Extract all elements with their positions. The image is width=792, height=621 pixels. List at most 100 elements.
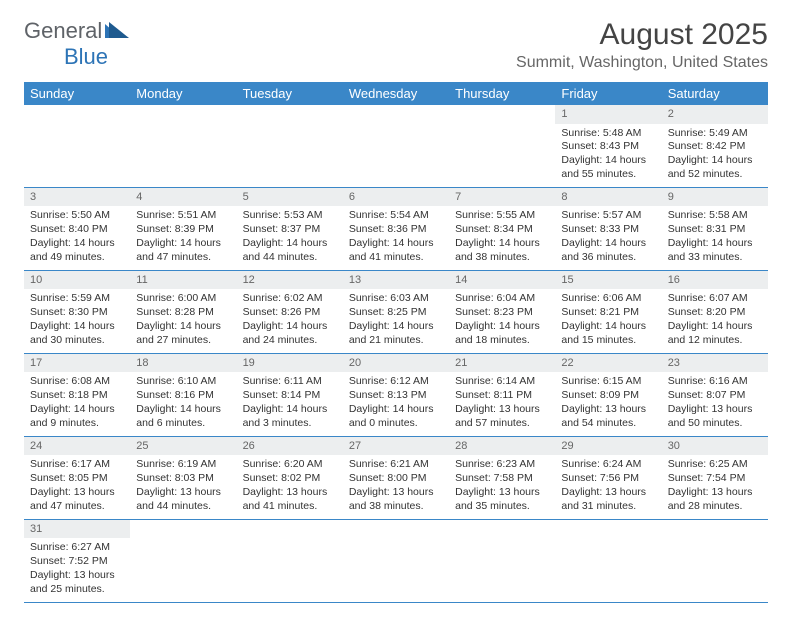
sunrise-text: Sunrise: 6:14 AM (455, 375, 549, 389)
daynum-row: 12 (24, 105, 768, 124)
day-number: 10 (24, 270, 130, 289)
day-number: 29 (555, 436, 661, 455)
daylight-line2: and 25 minutes. (30, 583, 124, 597)
day-number: 27 (343, 436, 449, 455)
day-number: 13 (343, 270, 449, 289)
week-row: Sunrise: 5:48 AMSunset: 8:43 PMDaylight:… (24, 124, 768, 188)
daynum-row: 17181920212223 (24, 353, 768, 372)
sunrise-text: Sunrise: 5:57 AM (561, 209, 655, 223)
day-number: 7 (449, 187, 555, 206)
flag-icon (103, 22, 131, 40)
day-number (662, 519, 768, 538)
day-cell: Sunrise: 6:11 AMSunset: 8:14 PMDaylight:… (237, 372, 343, 436)
sunset-text: Sunset: 7:54 PM (668, 472, 762, 486)
day-number: 20 (343, 353, 449, 372)
day-cell: Sunrise: 5:53 AMSunset: 8:37 PMDaylight:… (237, 206, 343, 270)
daylight-line1: Daylight: 14 hours (455, 320, 549, 334)
day-cell: Sunrise: 5:49 AMSunset: 8:42 PMDaylight:… (662, 124, 768, 188)
week-row: Sunrise: 6:27 AMSunset: 7:52 PMDaylight:… (24, 538, 768, 602)
day-cell (449, 538, 555, 602)
week-row: Sunrise: 6:17 AMSunset: 8:05 PMDaylight:… (24, 455, 768, 519)
week-row: Sunrise: 5:59 AMSunset: 8:30 PMDaylight:… (24, 289, 768, 353)
sunset-text: Sunset: 8:13 PM (349, 389, 443, 403)
week-row: Sunrise: 6:08 AMSunset: 8:18 PMDaylight:… (24, 372, 768, 436)
sunset-text: Sunset: 8:28 PM (136, 306, 230, 320)
daylight-line2: and 24 minutes. (243, 334, 337, 348)
day-number (449, 105, 555, 124)
sunset-text: Sunset: 8:31 PM (668, 223, 762, 237)
sunset-text: Sunset: 8:25 PM (349, 306, 443, 320)
daylight-line1: Daylight: 14 hours (349, 403, 443, 417)
day-cell: Sunrise: 6:14 AMSunset: 8:11 PMDaylight:… (449, 372, 555, 436)
sunset-text: Sunset: 8:33 PM (561, 223, 655, 237)
day-cell: Sunrise: 6:21 AMSunset: 8:00 PMDaylight:… (343, 455, 449, 519)
daylight-line2: and 41 minutes. (243, 500, 337, 514)
day-number: 6 (343, 187, 449, 206)
daylight-line2: and 49 minutes. (30, 251, 124, 265)
day-number: 19 (237, 353, 343, 372)
daynum-row: 10111213141516 (24, 270, 768, 289)
daylight-line1: Daylight: 13 hours (668, 486, 762, 500)
sunrise-text: Sunrise: 6:19 AM (136, 458, 230, 472)
sunset-text: Sunset: 8:39 PM (136, 223, 230, 237)
sunrise-text: Sunrise: 6:06 AM (561, 292, 655, 306)
day-cell: Sunrise: 6:10 AMSunset: 8:16 PMDaylight:… (130, 372, 236, 436)
topbar: GeneralBlue August 2025 Summit, Washingt… (24, 18, 768, 72)
day-cell: Sunrise: 5:55 AMSunset: 8:34 PMDaylight:… (449, 206, 555, 270)
day-cell: Sunrise: 6:23 AMSunset: 7:58 PMDaylight:… (449, 455, 555, 519)
day-number (237, 105, 343, 124)
day-cell: Sunrise: 6:27 AMSunset: 7:52 PMDaylight:… (24, 538, 130, 602)
daylight-line2: and 28 minutes. (668, 500, 762, 514)
day-cell: Sunrise: 6:06 AMSunset: 8:21 PMDaylight:… (555, 289, 661, 353)
day-number: 9 (662, 187, 768, 206)
day-cell: Sunrise: 5:58 AMSunset: 8:31 PMDaylight:… (662, 206, 768, 270)
day-number: 16 (662, 270, 768, 289)
sunrise-text: Sunrise: 6:03 AM (349, 292, 443, 306)
day-number: 23 (662, 353, 768, 372)
day-number: 21 (449, 353, 555, 372)
day-cell (343, 538, 449, 602)
day-cell: Sunrise: 6:04 AMSunset: 8:23 PMDaylight:… (449, 289, 555, 353)
sunrise-text: Sunrise: 5:48 AM (561, 127, 655, 141)
sunset-text: Sunset: 8:42 PM (668, 140, 762, 154)
day-cell (237, 538, 343, 602)
sunrise-text: Sunrise: 6:15 AM (561, 375, 655, 389)
daylight-line2: and 38 minutes. (455, 251, 549, 265)
day-cell: Sunrise: 6:02 AMSunset: 8:26 PMDaylight:… (237, 289, 343, 353)
day-cell: Sunrise: 6:16 AMSunset: 8:07 PMDaylight:… (662, 372, 768, 436)
daylight-line2: and 6 minutes. (136, 417, 230, 431)
day-number (343, 519, 449, 538)
day-cell: Sunrise: 5:50 AMSunset: 8:40 PMDaylight:… (24, 206, 130, 270)
sunrise-text: Sunrise: 5:50 AM (30, 209, 124, 223)
sunrise-text: Sunrise: 6:17 AM (30, 458, 124, 472)
sunrise-text: Sunrise: 6:07 AM (668, 292, 762, 306)
daylight-line1: Daylight: 13 hours (30, 486, 124, 500)
day-number (130, 519, 236, 538)
sunset-text: Sunset: 8:14 PM (243, 389, 337, 403)
daylight-line1: Daylight: 14 hours (30, 403, 124, 417)
daylight-line1: Daylight: 13 hours (561, 403, 655, 417)
daylight-line1: Daylight: 14 hours (561, 154, 655, 168)
daylight-line1: Daylight: 14 hours (30, 237, 124, 251)
daylight-line2: and 47 minutes. (136, 251, 230, 265)
col-wednesday: Wednesday (343, 82, 449, 105)
day-cell: Sunrise: 6:12 AMSunset: 8:13 PMDaylight:… (343, 372, 449, 436)
sunrise-text: Sunrise: 6:04 AM (455, 292, 549, 306)
daylight-line1: Daylight: 14 hours (455, 237, 549, 251)
day-cell: Sunrise: 6:25 AMSunset: 7:54 PMDaylight:… (662, 455, 768, 519)
page: GeneralBlue August 2025 Summit, Washingt… (0, 0, 792, 621)
day-number: 8 (555, 187, 661, 206)
sunrise-text: Sunrise: 6:20 AM (243, 458, 337, 472)
day-number (343, 105, 449, 124)
day-number: 17 (24, 353, 130, 372)
daylight-line2: and 3 minutes. (243, 417, 337, 431)
sunset-text: Sunset: 8:05 PM (30, 472, 124, 486)
logo: GeneralBlue (24, 18, 132, 70)
day-number: 1 (555, 105, 661, 124)
sunrise-text: Sunrise: 6:27 AM (30, 541, 124, 555)
day-cell: Sunrise: 6:17 AMSunset: 8:05 PMDaylight:… (24, 455, 130, 519)
daylight-line2: and 44 minutes. (136, 500, 230, 514)
col-sunday: Sunday (24, 82, 130, 105)
day-number: 30 (662, 436, 768, 455)
sunrise-text: Sunrise: 5:59 AM (30, 292, 124, 306)
